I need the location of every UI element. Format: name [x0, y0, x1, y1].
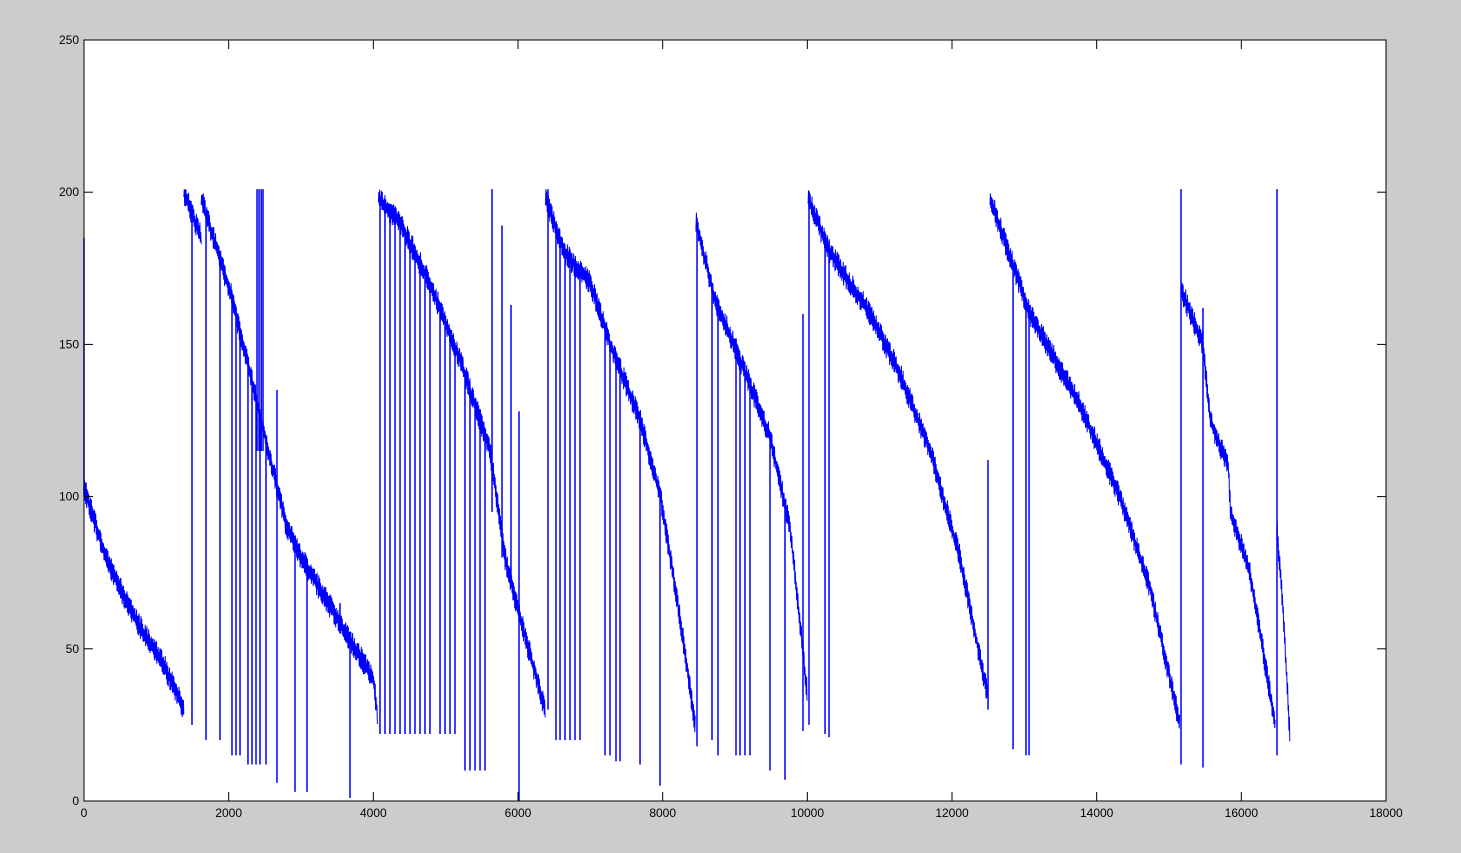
x-tick-label: 18000: [1369, 806, 1403, 820]
x-tick-label: 10000: [791, 806, 825, 820]
series-segment: [695, 212, 808, 701]
series-segment: [989, 193, 1181, 729]
y-tick-label: 150: [59, 337, 79, 351]
axes-group: 0 2000 4000 6000 8000 10000 12000 14000 16000 180…: [59, 33, 1403, 820]
x-tick-label: 4000: [360, 806, 387, 820]
x-tick-label: 6000: [505, 806, 532, 820]
plot-frame: [83, 39, 1387, 802]
series-segment: [807, 190, 988, 699]
plot-area: [84, 40, 1386, 801]
series-group: [83, 189, 1291, 801]
series-segment: [83, 479, 185, 718]
y-tick-label: 100: [59, 490, 79, 504]
y-tick-label: 200: [59, 185, 79, 199]
x-tick-label: 14000: [1080, 806, 1114, 820]
series-segment: [377, 189, 546, 718]
x-tick-label: 12000: [935, 806, 969, 820]
x-tick-label: 8000: [649, 806, 676, 820]
series-segment: [200, 193, 378, 725]
series-segment: [1180, 282, 1276, 729]
y-tick-label: 250: [59, 33, 79, 47]
x-tick-label: 0: [81, 806, 88, 820]
x-tick-label: 2000: [215, 806, 242, 820]
y-tick-label: 50: [66, 642, 80, 656]
series-segment: [1276, 521, 1291, 742]
x-tick-label: 16000: [1225, 806, 1259, 820]
y-tick-label: 0: [72, 794, 79, 808]
